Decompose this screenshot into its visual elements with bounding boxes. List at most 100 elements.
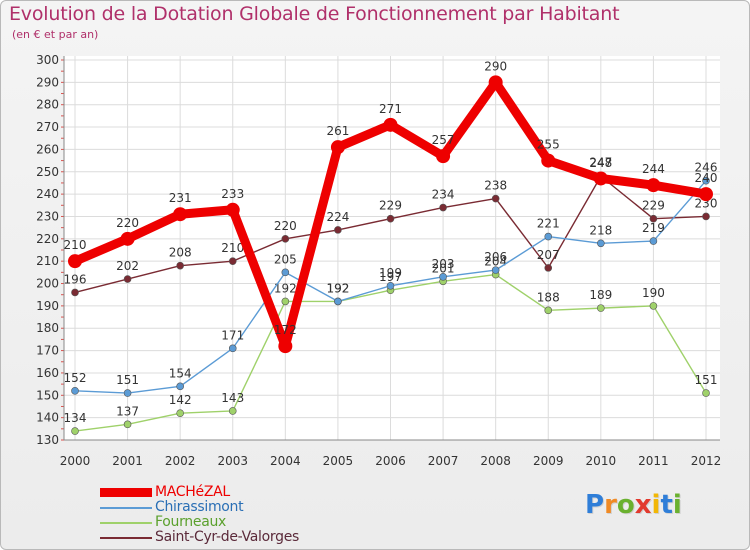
data-label-chirassimont-2012: 246 [695, 161, 718, 175]
data-label-chirassimont-2006: 199 [379, 266, 402, 280]
data-point-fourneaux-2011 [649, 302, 658, 310]
y-tick-label-180: 180 [36, 321, 59, 335]
data-point-chirassimont-2003 [228, 344, 237, 353]
x-tick-label-2008: 2008 [480, 454, 511, 468]
data-label-saint-cyr-de-valorges-2011: 229 [642, 199, 665, 213]
y-tick-label-170: 170 [36, 344, 59, 358]
data-point-fourneaux-2004 [281, 297, 290, 306]
data-label-chirassimont-2005: 192 [326, 281, 349, 295]
logo-letter: t [660, 490, 673, 520]
y-tick-label-160: 160 [36, 366, 59, 380]
data-point-mach-zal-2009 [541, 153, 556, 168]
legend-label-saint-cyr-de-valorges: Saint-Cyr-de-Valorges [155, 529, 300, 545]
legend-label-fourneaux: Fourneaux [155, 514, 227, 530]
data-label-fourneaux-2002: 142 [169, 393, 192, 407]
x-tick-label-2000: 2000 [60, 454, 91, 468]
y-tick-label-150: 150 [36, 388, 59, 402]
x-tick-label-2004: 2004 [270, 454, 301, 468]
legend-label-mach-zal: MACHéZAL [155, 484, 230, 500]
x-tick-label-2009: 2009 [533, 454, 564, 468]
data-label-chirassimont-2002: 154 [169, 366, 192, 380]
y-tick-label-220: 220 [36, 232, 59, 246]
data-point-fourneaux-2012 [702, 389, 710, 397]
logo-letter: x [634, 490, 652, 520]
data-label-saint-cyr-de-valorges-2004: 220 [274, 219, 297, 233]
legend-swatch-fourneaux [100, 522, 152, 524]
data-label-saint-cyr-de-valorges-2000: 196 [64, 272, 87, 286]
data-point-saint-cyr-de-valorges-2004 [281, 235, 290, 243]
chart-subtitle: (en € et par an) [12, 28, 99, 41]
data-label-saint-cyr-de-valorges-2005: 224 [326, 210, 349, 224]
data-point-fourneaux-2000 [71, 427, 79, 435]
data-point-chirassimont-2002 [176, 382, 184, 391]
data-point-saint-cyr-de-valorges-2000 [71, 288, 79, 297]
data-point-mach-zal-2000 [68, 254, 82, 269]
data-label-mach-zal-2011: 244 [642, 162, 665, 176]
y-tick-label-200: 200 [36, 277, 59, 291]
data-label-fourneaux-2011: 190 [642, 286, 665, 300]
data-label-saint-cyr-de-valorges-2008: 238 [484, 179, 507, 193]
data-point-saint-cyr-de-valorges-2012 [702, 212, 710, 221]
data-label-fourneaux-2005: 192 [326, 281, 349, 295]
y-tick-label-260: 260 [36, 142, 59, 156]
data-label-saint-cyr-de-valorges-2001: 202 [116, 259, 139, 273]
data-label-mach-zal-2005: 261 [326, 124, 349, 138]
data-label-chirassimont-2000: 152 [64, 371, 87, 385]
y-tick-label-190: 190 [36, 299, 59, 313]
data-point-mach-zal-2008 [488, 75, 503, 90]
data-point-chirassimont-2006 [386, 281, 395, 290]
data-label-chirassimont-2010: 218 [589, 223, 612, 237]
data-label-fourneaux-2001: 137 [116, 404, 139, 418]
data-label-fourneaux-2007: 201 [432, 261, 455, 275]
logo-letter: i [672, 490, 682, 520]
data-point-saint-cyr-de-valorges-2009 [544, 264, 553, 272]
data-point-fourneaux-2003 [228, 407, 237, 415]
data-point-saint-cyr-de-valorges-2002 [176, 261, 184, 270]
data-label-chirassimont-2008: 206 [484, 250, 507, 264]
data-label-saint-cyr-de-valorges-2009: 207 [537, 248, 560, 262]
data-point-chirassimont-2000 [71, 387, 79, 395]
data-label-mach-zal-2007: 257 [432, 133, 455, 147]
x-tick-label-2010: 2010 [586, 454, 617, 468]
y-tick-label-210: 210 [36, 254, 59, 268]
data-point-mach-zal-2006 [383, 117, 398, 132]
data-point-mach-zal-2012 [699, 187, 713, 202]
data-label-chirassimont-2009: 221 [537, 217, 560, 231]
legend-swatch-saint-cyr-de-valorges [100, 537, 152, 539]
data-point-saint-cyr-de-valorges-2007 [439, 203, 447, 212]
x-tick-label-2002: 2002 [165, 454, 196, 468]
data-label-mach-zal-2002: 231 [169, 191, 192, 205]
y-tick-label-270: 270 [36, 120, 59, 134]
data-point-chirassimont-2001 [123, 389, 132, 397]
data-point-mach-zal-2010 [593, 171, 608, 186]
data-label-saint-cyr-de-valorges-2002: 208 [169, 246, 192, 260]
data-label-mach-zal-2009: 255 [537, 138, 560, 152]
data-label-mach-zal-2006: 271 [379, 102, 402, 116]
data-point-chirassimont-2008 [491, 266, 500, 274]
y-tick-label-250: 250 [36, 165, 59, 179]
data-point-mach-zal-2005 [330, 140, 345, 155]
data-point-chirassimont-2005 [334, 297, 342, 306]
x-tick-label-2001: 2001 [112, 454, 143, 468]
y-tick-label-240: 240 [36, 187, 59, 201]
data-point-saint-cyr-de-valorges-2011 [649, 214, 658, 223]
y-tick-label-230: 230 [36, 209, 59, 223]
data-point-mach-zal-2011 [646, 178, 661, 193]
y-tick-label-300: 300 [36, 53, 59, 67]
data-point-chirassimont-2007 [439, 273, 447, 281]
data-label-mach-zal-2004: 172 [274, 323, 297, 337]
data-label-chirassimont-2004: 205 [274, 252, 297, 266]
data-label-chirassimont-2003: 171 [221, 328, 244, 342]
data-label-mach-zal-2010: 247 [589, 155, 612, 169]
data-label-fourneaux-2006: 197 [379, 270, 402, 284]
data-point-mach-zal-2007 [436, 149, 451, 164]
data-label-mach-zal-2008: 290 [484, 59, 507, 73]
data-point-mach-zal-2004 [278, 339, 293, 354]
x-tick-label-2012: 2012 [691, 454, 722, 468]
data-label-fourneaux-2004: 192 [274, 281, 297, 295]
x-tick-label-2011: 2011 [638, 454, 669, 468]
x-tick-label-2005: 2005 [323, 454, 354, 468]
data-label-saint-cyr-de-valorges-2010: 248 [589, 156, 612, 170]
data-label-fourneaux-2000: 134 [64, 411, 87, 425]
